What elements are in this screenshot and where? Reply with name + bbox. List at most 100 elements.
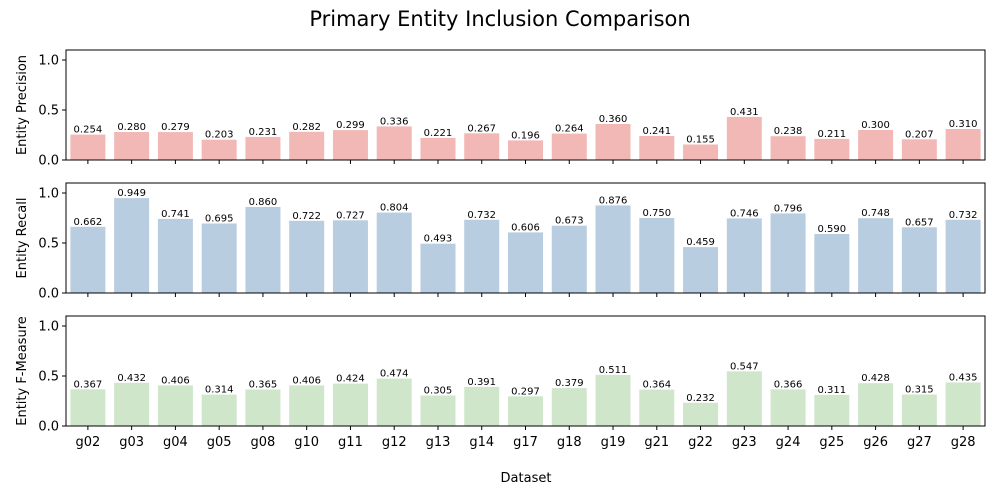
value-label-g13: 0.305 xyxy=(424,386,453,397)
bar-g23 xyxy=(726,371,762,426)
bar-g17 xyxy=(508,396,544,426)
value-label-g28: 0.732 xyxy=(949,210,978,221)
chart-title: Primary Entity Inclusion Comparison xyxy=(309,7,690,31)
value-label-g22: 0.155 xyxy=(686,135,715,146)
value-label-g19: 0.511 xyxy=(599,365,628,376)
value-label-g14: 0.732 xyxy=(467,210,496,221)
bar-g22 xyxy=(683,402,719,426)
bar-g27 xyxy=(901,227,937,293)
bar-g22 xyxy=(683,144,719,160)
value-label-g02: 0.254 xyxy=(74,125,103,136)
x-tick-label-g28: g28 xyxy=(951,435,976,450)
value-label-g19: 0.876 xyxy=(599,195,628,206)
value-label-g11: 0.299 xyxy=(336,120,365,131)
bar-g22 xyxy=(683,247,719,293)
bar-g08 xyxy=(245,136,281,160)
bar-g26 xyxy=(858,218,894,293)
value-label-g08: 0.231 xyxy=(249,127,278,138)
x-tick-label-g23: g23 xyxy=(732,435,757,450)
bar-g13 xyxy=(420,137,456,160)
x-tick-label-g17: g17 xyxy=(513,435,538,450)
bar-g10 xyxy=(289,131,325,160)
bar-g04 xyxy=(157,132,193,160)
value-label-g18: 0.379 xyxy=(555,378,584,389)
bar-g19 xyxy=(595,124,631,160)
value-label-g23: 0.431 xyxy=(730,107,759,118)
x-tick-label-g12: g12 xyxy=(382,435,407,450)
bar-g12 xyxy=(376,212,412,293)
bar-g28 xyxy=(945,219,981,293)
value-label-g22: 0.232 xyxy=(686,393,715,404)
bar-g14 xyxy=(464,133,500,160)
value-label-g24: 0.238 xyxy=(774,126,803,137)
value-label-g21: 0.364 xyxy=(642,380,671,391)
value-label-g12: 0.336 xyxy=(380,116,409,127)
bar-g27 xyxy=(901,139,937,160)
value-label-g26: 0.300 xyxy=(861,120,890,131)
value-label-g23: 0.746 xyxy=(730,208,759,219)
value-label-g02: 0.367 xyxy=(74,379,103,390)
x-tick-label-g05: g05 xyxy=(207,435,232,450)
value-label-g24: 0.796 xyxy=(774,203,803,214)
value-label-g13: 0.493 xyxy=(424,234,453,245)
value-label-g08: 0.860 xyxy=(249,197,278,208)
value-label-g05: 0.695 xyxy=(205,214,234,225)
bar-g23 xyxy=(726,116,762,160)
bar-g21 xyxy=(639,389,675,426)
subplot-1: 0.254 0.280 0.279 0.203 0.231 0.282 0.299 0.336… xyxy=(15,49,986,169)
bar-g17 xyxy=(508,232,544,293)
y-tick-label: 0.0 xyxy=(38,287,59,302)
y-tick-label: 1.0 xyxy=(38,320,59,335)
bar-g23 xyxy=(726,218,762,293)
bar-g26 xyxy=(858,130,894,160)
value-label-g26: 0.748 xyxy=(861,208,890,219)
y-tick-label: 0.5 xyxy=(38,104,59,119)
bar-g25 xyxy=(814,394,850,426)
value-label-g23: 0.547 xyxy=(730,361,759,372)
bar-g10 xyxy=(289,385,325,426)
bar-g14 xyxy=(464,386,500,426)
bar-g11 xyxy=(332,383,368,426)
y-tick-label: 0.0 xyxy=(38,420,59,435)
value-label-g10: 0.282 xyxy=(292,122,321,133)
value-label-g17: 0.297 xyxy=(511,386,540,397)
value-label-g08: 0.365 xyxy=(249,380,278,391)
value-label-g12: 0.804 xyxy=(380,203,409,214)
bar-g02 xyxy=(70,134,106,160)
bar-g21 xyxy=(639,218,675,293)
bar-g08 xyxy=(245,389,281,426)
x-tick-label-g02: g02 xyxy=(75,435,100,450)
bar-g13 xyxy=(420,243,456,293)
y-axis-label: Entity F-Measure xyxy=(15,316,30,426)
value-label-g04: 0.279 xyxy=(161,122,190,133)
bar-g12 xyxy=(376,126,412,160)
x-tick-label-g21: g21 xyxy=(644,435,669,450)
value-label-g25: 0.311 xyxy=(818,385,847,396)
bar-g11 xyxy=(332,130,368,160)
value-label-g11: 0.424 xyxy=(336,374,365,385)
subplots-group: 0.254 0.280 0.279 0.203 0.231 0.282 0.299 0.336… xyxy=(15,49,986,450)
bar-g12 xyxy=(376,378,412,426)
bar-g11 xyxy=(332,220,368,293)
value-label-g14: 0.391 xyxy=(467,377,496,388)
x-tick-label-g25: g25 xyxy=(819,435,844,450)
x-tick-label-g19: g19 xyxy=(601,435,626,450)
bar-g13 xyxy=(420,395,456,426)
bar-g04 xyxy=(157,218,193,293)
bar-g18 xyxy=(551,388,587,426)
x-tick-label-g04: g04 xyxy=(163,435,188,450)
bar-g03 xyxy=(114,382,150,426)
value-label-g17: 0.196 xyxy=(511,130,540,141)
x-tick-label-g11: g11 xyxy=(338,435,363,450)
bar-g05 xyxy=(201,223,237,293)
x-tick-label-g26: g26 xyxy=(863,435,888,450)
value-label-g13: 0.221 xyxy=(424,128,453,139)
bar-g25 xyxy=(814,234,850,293)
y-tick-label: 0.0 xyxy=(38,154,59,169)
y-tick-label: 0.5 xyxy=(38,237,59,252)
bar-g24 xyxy=(770,213,806,293)
value-label-g28: 0.435 xyxy=(949,373,978,384)
value-label-g03: 0.280 xyxy=(117,122,146,133)
bar-g24 xyxy=(770,389,806,426)
